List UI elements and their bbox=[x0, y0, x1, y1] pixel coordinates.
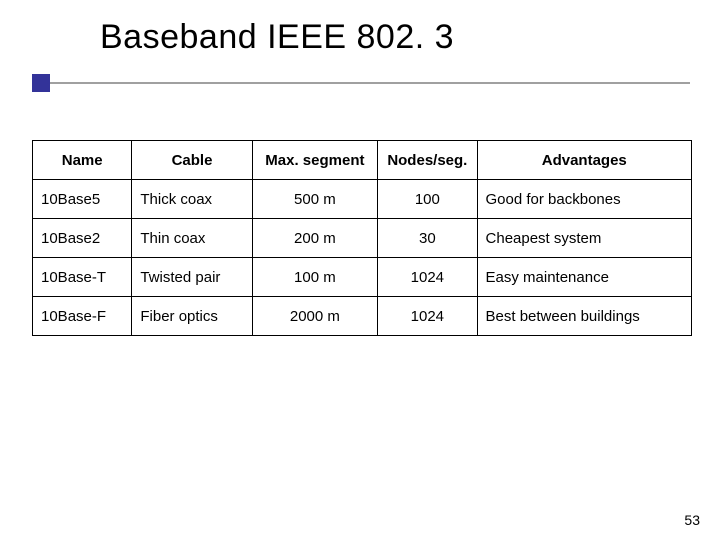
cell-name: 10Base-F bbox=[33, 297, 132, 336]
cell-advantages: Easy maintenance bbox=[477, 258, 691, 297]
col-header-name: Name bbox=[33, 141, 132, 180]
cell-name: 10Base5 bbox=[33, 180, 132, 219]
cell-cable: Thin coax bbox=[132, 219, 252, 258]
cell-cable: Fiber optics bbox=[132, 297, 252, 336]
cell-advantages: Best between buildings bbox=[477, 297, 691, 336]
cell-maxsegment: 100 m bbox=[252, 258, 378, 297]
cell-nodes: 1024 bbox=[378, 258, 477, 297]
accent-bullet bbox=[32, 74, 50, 92]
cell-maxsegment: 2000 m bbox=[252, 297, 378, 336]
table-row: 10Base2 Thin coax 200 m 30 Cheapest syst… bbox=[33, 219, 692, 258]
table-row: 10Base5 Thick coax 500 m 100 Good for ba… bbox=[33, 180, 692, 219]
cell-cable: Twisted pair bbox=[132, 258, 252, 297]
title-area: Baseband IEEE 802. 3 bbox=[100, 18, 454, 57]
col-header-advantages: Advantages bbox=[477, 141, 691, 180]
cell-nodes: 1024 bbox=[378, 297, 477, 336]
slide: Baseband IEEE 802. 3 Name Cable Max. seg… bbox=[0, 0, 720, 540]
col-header-maxsegment: Max. segment bbox=[252, 141, 378, 180]
ieee-table: Name Cable Max. segment Nodes/seg. Advan… bbox=[32, 140, 692, 336]
cell-cable: Thick coax bbox=[132, 180, 252, 219]
cell-maxsegment: 200 m bbox=[252, 219, 378, 258]
horizontal-rule bbox=[50, 82, 690, 84]
page-number: 53 bbox=[684, 512, 700, 528]
cell-name: 10Base-T bbox=[33, 258, 132, 297]
table-row: 10Base-F Fiber optics 2000 m 1024 Best b… bbox=[33, 297, 692, 336]
cell-name: 10Base2 bbox=[33, 219, 132, 258]
cell-maxsegment: 500 m bbox=[252, 180, 378, 219]
cell-nodes: 100 bbox=[378, 180, 477, 219]
slide-title: Baseband IEEE 802. 3 bbox=[100, 18, 454, 57]
table-header-row: Name Cable Max. segment Nodes/seg. Advan… bbox=[33, 141, 692, 180]
col-header-nodes: Nodes/seg. bbox=[378, 141, 477, 180]
table-row: 10Base-T Twisted pair 100 m 1024 Easy ma… bbox=[33, 258, 692, 297]
cell-nodes: 30 bbox=[378, 219, 477, 258]
table: Name Cable Max. segment Nodes/seg. Advan… bbox=[32, 140, 692, 336]
col-header-cable: Cable bbox=[132, 141, 252, 180]
cell-advantages: Good for backbones bbox=[477, 180, 691, 219]
cell-advantages: Cheapest system bbox=[477, 219, 691, 258]
